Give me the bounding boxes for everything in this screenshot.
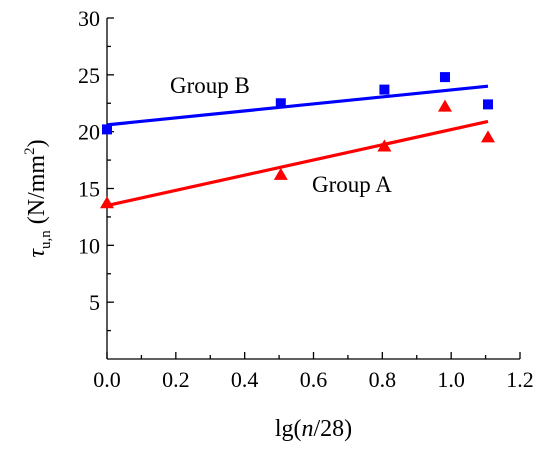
group-a-point-0	[100, 196, 114, 209]
fit-lines	[106, 84, 489, 208]
group-a-label: Group A	[312, 172, 392, 197]
group-a-point-1	[273, 167, 288, 180]
group-b-point-4	[482, 99, 493, 110]
data-points	[100, 72, 495, 209]
group-a-point-4	[480, 130, 495, 143]
x-tick-label-4: 0.8	[369, 367, 397, 392]
x-tick-label-3: 0.6	[300, 367, 328, 392]
group-b-point-3	[439, 72, 450, 83]
x-tick-label-1: 0.2	[162, 367, 190, 392]
group-a-fit-line	[106, 119, 489, 208]
y-tick-label-4: 25	[78, 63, 100, 88]
axes: 0.0 0.2 0.4 0.6 0.8 1.0 1.2 5 10 15 20 25 30	[78, 6, 534, 392]
group-b-point-0	[102, 124, 112, 135]
group-b-fit-line	[106, 84, 489, 127]
x-tick-label-6: 1.2	[506, 367, 534, 392]
group-b-point-2	[379, 84, 390, 95]
group-b-label: Group B	[170, 73, 250, 98]
y-tick-label-2: 15	[78, 177, 100, 202]
group-a-point-2	[377, 139, 392, 152]
x-tick-label-5: 1.0	[437, 367, 465, 392]
group-a-point-3	[437, 99, 452, 112]
labels: Group A Group B lg(n/28) τu,n (N/mm2)	[22, 73, 392, 442]
group-b-point-1	[275, 98, 286, 109]
y-tick-label-1: 10	[78, 233, 100, 258]
y-tick-label-3: 20	[78, 120, 100, 145]
y-tick-label-5: 30	[78, 6, 100, 31]
x-tick-label-0: 0.0	[93, 367, 121, 392]
y-axis-label: τu,n (N/mm2)	[22, 139, 54, 257]
y-tick-label-0: 5	[89, 290, 100, 315]
x-axis-label: lg(n/28)	[275, 416, 352, 442]
x-tick-label-2: 0.4	[231, 367, 259, 392]
